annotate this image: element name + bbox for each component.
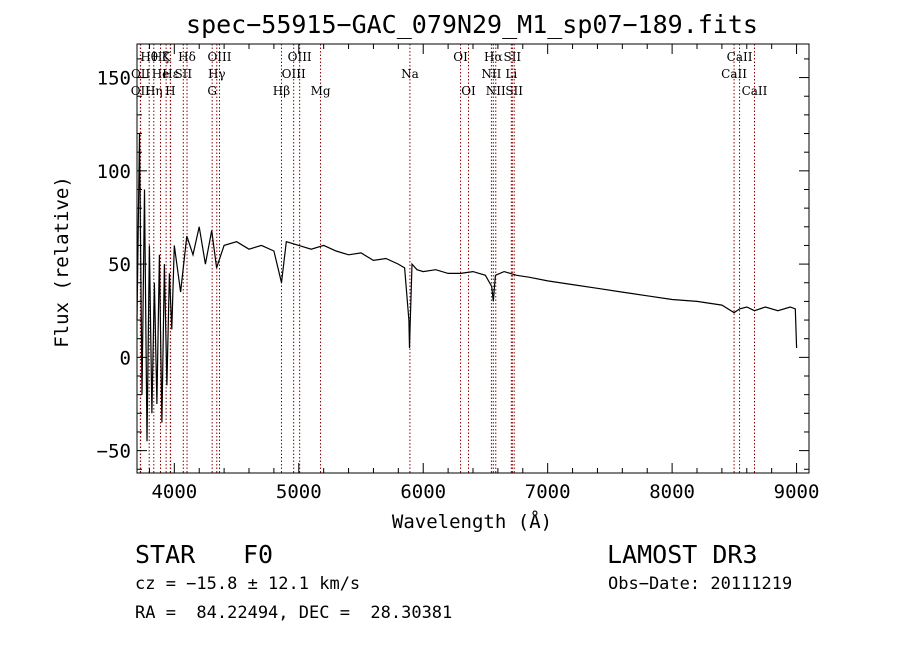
spectral-line-label: OI <box>453 50 468 64</box>
survey-name: LAMOST DR3 <box>607 540 758 569</box>
spectral-line-markers <box>139 44 755 473</box>
observation-date: Obs−Date: 20111219 <box>608 574 793 594</box>
spectral-line-label: O​II <box>131 84 151 98</box>
spectral-line-label: OIII <box>288 50 312 64</box>
spectral-line-label: CaII <box>742 84 768 98</box>
spectral-line-label: O​II <box>131 67 151 81</box>
spectral-line-label: Hγ <box>208 67 226 81</box>
y-tick-label: 0 <box>120 347 131 369</box>
spectral-line-label: K <box>162 50 172 64</box>
spectral-line-label: OIII <box>207 50 231 64</box>
spectral-line-label: SII <box>503 50 521 64</box>
spectral-line-label: Na <box>401 67 419 81</box>
x-tick-label: 6000 <box>400 481 446 503</box>
y-tick-label: 100 <box>97 161 131 183</box>
y-axis-label: Flux (relative) <box>51 176 73 348</box>
spectral-line-label: Hα <box>484 50 503 64</box>
y-tick-label: 50 <box>108 254 131 276</box>
spectral-line-label: Hη <box>145 84 163 98</box>
spectral-line-label: NII <box>486 84 506 98</box>
y-tick-label: −50 <box>97 441 131 463</box>
spectral-line-label: NII <box>481 67 501 81</box>
redshift-cz: cz = −15.8 ± 12.1 km/s <box>135 574 361 594</box>
spectral-line-label: CaII <box>727 50 753 64</box>
spectral-line-label: CaII <box>721 67 747 81</box>
spectral-line-labels: O​IIHθO​IIHηHζHeKHHεSIIHδGOIIIHγHβOIIIOI… <box>131 50 768 98</box>
x-tick-label: 8000 <box>649 481 695 503</box>
x-tick-label: 7000 <box>525 481 571 503</box>
x-tick-label: 5000 <box>276 481 322 503</box>
y-tick-label: 150 <box>97 68 131 90</box>
x-axis-label: Wavelength (Å) <box>392 510 552 533</box>
spectral-line-label: Hβ <box>273 84 290 98</box>
x-tick-label: 4000 <box>151 481 197 503</box>
flux-series <box>136 133 798 442</box>
spectral-line-label: Mg <box>311 84 331 98</box>
spectral-line-label: He <box>152 67 170 81</box>
spectral-line-label: SII <box>505 84 523 98</box>
spectral-line-label: Hδ <box>178 50 196 64</box>
flux-line <box>136 133 798 442</box>
axis-ticks: 4000 5000 6000 7000 8000 9000 −50 0 50 100 150 <box>97 44 820 503</box>
spectral-line-label: Hε <box>162 67 179 81</box>
x-tick-label: 9000 <box>774 481 820 503</box>
spectral-line-label: G <box>207 84 217 98</box>
spectral-line-label: H <box>165 84 175 98</box>
spectral-line-label: Hθ <box>140 50 158 64</box>
object-class: STAR <box>135 540 196 569</box>
chart-title: spec−55915−GAC_079N29_M1_sp07−189.fits <box>186 10 758 39</box>
object-subclass: F0 <box>243 540 274 569</box>
spectral-line-label: SII <box>174 67 192 81</box>
plot-frame <box>136 43 810 474</box>
spectral-line-label: OI <box>461 84 476 98</box>
spectral-line-label: OIII <box>282 67 306 81</box>
spectral-line-label: Hζ <box>152 50 169 64</box>
sky-coordinates: RA = 84.22494, DEC = 28.30381 <box>135 603 453 623</box>
spectral-line-label: Li <box>505 67 517 81</box>
